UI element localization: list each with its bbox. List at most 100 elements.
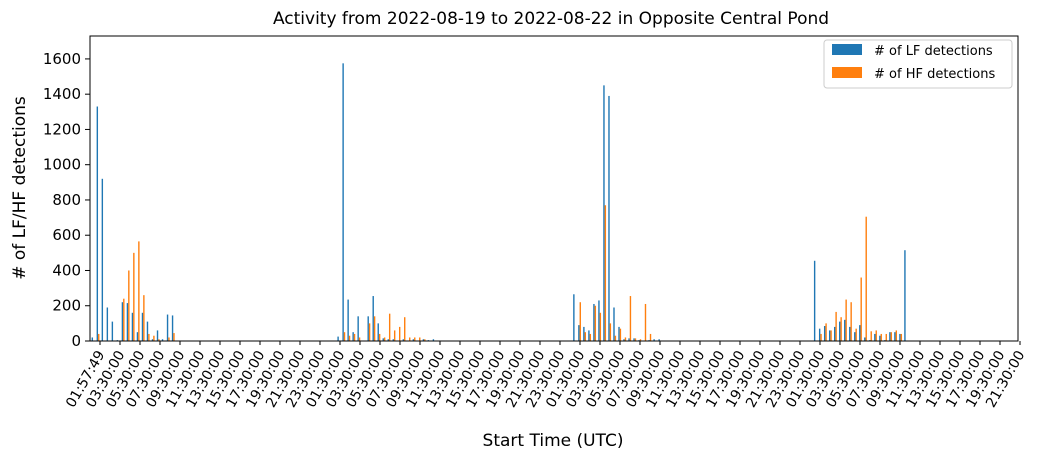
lf-bar-14 <box>161 339 164 341</box>
lf-bar-64 <box>412 339 415 341</box>
lf-bar-144 <box>813 260 816 341</box>
lf-bar-97 <box>578 325 580 341</box>
lf-bar-112 <box>653 339 655 341</box>
lf-bar-68 <box>432 339 435 341</box>
lf-bar-108 <box>633 338 635 341</box>
hf-bar-51 <box>348 335 351 341</box>
y-tick-label-7: 1400 <box>43 85 81 103</box>
lf-bar-51 <box>347 299 349 341</box>
hf-bar-108 <box>634 338 637 341</box>
x-axis-ticks: 01:57:4903:30:0005:30:0007:30:0009:30:00… <box>63 341 1028 410</box>
legend: # of LF detections # of HF detections <box>823 39 1013 89</box>
hf-bar-8 <box>133 252 135 341</box>
hf-bar-99 <box>589 333 592 341</box>
lf-bar-8 <box>131 312 134 341</box>
lf-bar-7 <box>126 303 129 341</box>
y-tick-label-8: 1600 <box>43 50 81 68</box>
lf-bar-1 <box>96 106 99 342</box>
hf-bar-61 <box>399 326 401 341</box>
hf-bar-111 <box>649 333 652 341</box>
hf-bar-6 <box>123 298 125 341</box>
hf-bar-13 <box>158 339 160 341</box>
hf-bar-53 <box>358 337 361 341</box>
lf-bar-62 <box>402 339 405 341</box>
lf-bar-11 <box>146 321 149 341</box>
hf-bar-15 <box>168 337 170 341</box>
lf-bar-157 <box>879 335 881 341</box>
hf-bar-63 <box>409 337 411 341</box>
hf-bar-60 <box>393 330 396 341</box>
hf-bar-10 <box>143 295 145 341</box>
y-axis-label: # of LF/HF detections <box>10 96 30 280</box>
y-tick-label-5: 1000 <box>43 156 81 174</box>
hf-bar-57 <box>378 333 381 341</box>
hf-bar-152 <box>855 328 857 341</box>
lf-bar-103 <box>608 95 610 341</box>
lf-bar-150 <box>844 319 846 341</box>
lf-bar-106 <box>623 339 625 341</box>
lf-bar-15 <box>166 314 169 341</box>
hf-bar-16 <box>173 333 175 341</box>
lf-bar-113 <box>658 339 660 341</box>
hf-bar-101 <box>599 312 602 341</box>
lf-bar-57 <box>377 323 379 341</box>
lf-bar-0 <box>91 337 94 341</box>
lf-bar-101 <box>598 300 600 341</box>
lf-bar-104 <box>613 307 615 341</box>
lf-bar-146 <box>823 326 826 341</box>
x-axis-label: Start Time (UTC) <box>483 431 624 451</box>
hf-bar-155 <box>870 331 872 341</box>
y-axis-ticks: 0 200 400 600 800 1000 1200 1400 1600 <box>43 50 90 350</box>
legend-label-lf: # of LF detections <box>874 44 993 59</box>
hf-bar-1 <box>98 333 100 341</box>
hf-bar-98 <box>584 332 586 341</box>
lf-bar-50 <box>342 63 344 341</box>
y-tick-label-6: 1200 <box>43 120 81 138</box>
lf-bar-154 <box>864 337 866 341</box>
y-tick-label-4: 800 <box>52 191 81 209</box>
hf-bar-160 <box>895 330 897 341</box>
hf-bar-151 <box>850 302 852 341</box>
y-tick-label-3: 600 <box>52 226 81 244</box>
hf-bar-7 <box>128 270 130 341</box>
lf-bar-49 <box>337 336 339 341</box>
hf-bar-110 <box>644 303 647 341</box>
hf-bar-66 <box>424 339 426 341</box>
lf-bar-156 <box>874 333 876 341</box>
hf-series <box>98 205 903 341</box>
lf-bar-16 <box>171 315 174 341</box>
lf-bar-152 <box>854 332 856 341</box>
y-tick-label-0: 0 <box>71 332 81 350</box>
hf-bar-9 <box>138 241 140 341</box>
lf-bar-10 <box>141 312 144 341</box>
hf-bar-104 <box>614 335 617 341</box>
hf-bar-64 <box>414 337 416 341</box>
lf-bar-3 <box>106 307 109 341</box>
hf-bar-50 <box>343 332 346 341</box>
lf-bar-66 <box>422 339 425 341</box>
lf-bar-145 <box>818 328 821 341</box>
lf-bar-60 <box>392 339 394 341</box>
lf-bar-55 <box>367 316 369 341</box>
hf-bar-157 <box>880 333 882 341</box>
hf-bar-11 <box>148 333 150 341</box>
hf-bar-102 <box>604 205 607 341</box>
hf-bar-158 <box>885 333 887 341</box>
hf-bar-105 <box>619 328 622 341</box>
hf-bar-56 <box>373 316 376 341</box>
hf-bar-145 <box>820 333 822 341</box>
hf-bar-59 <box>388 313 391 341</box>
lf-bar-159 <box>889 332 891 341</box>
hf-bar-58 <box>383 337 386 341</box>
lf-bar-151 <box>849 326 851 341</box>
lf-bar-9 <box>136 332 139 341</box>
lf-bar-98 <box>583 326 585 341</box>
lf-bar-53 <box>357 316 359 341</box>
hf-bar-109 <box>639 339 642 341</box>
lf-bar-99 <box>588 330 590 341</box>
hf-bar-12 <box>153 335 155 341</box>
lf-bar-52 <box>352 332 354 341</box>
lf-bar-96 <box>573 294 575 341</box>
hf-bar-103 <box>609 323 612 341</box>
